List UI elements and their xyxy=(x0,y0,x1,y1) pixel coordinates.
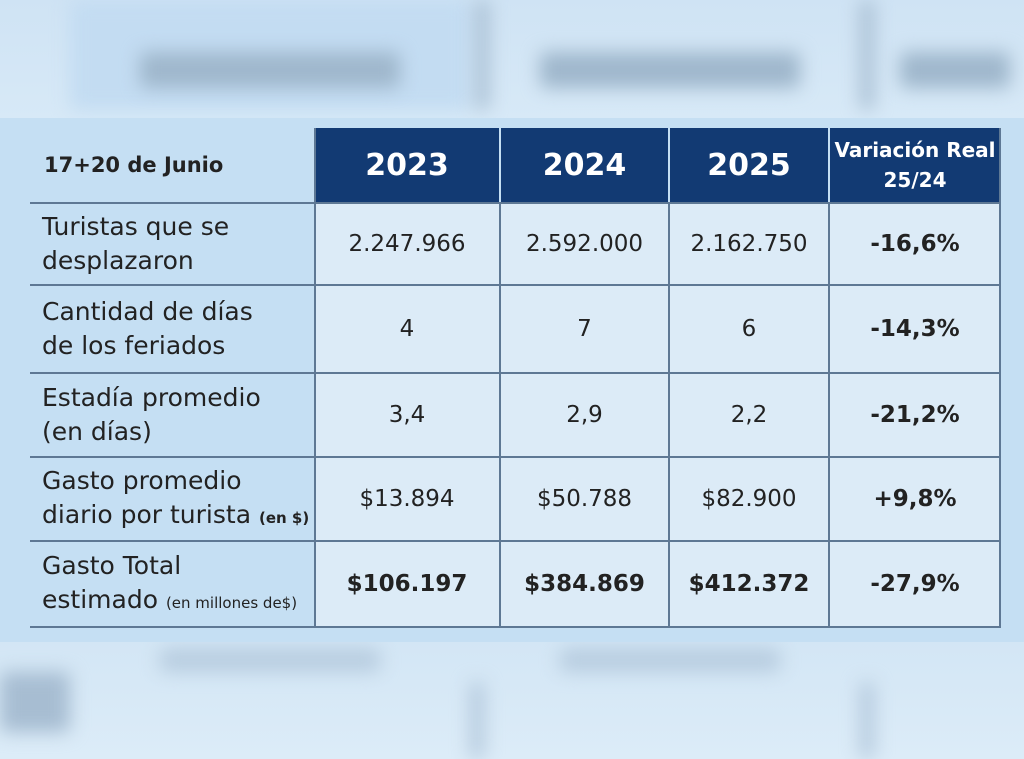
label-line2: (en días) xyxy=(42,417,152,446)
row-label-gasto-promedio: Gasto promedio diario por turista (en $) xyxy=(30,458,315,540)
label-unit: (en $) xyxy=(258,508,310,527)
cell-gasto-promedio-2025: $82.900 xyxy=(701,486,797,512)
cell-dias-2024: 7 xyxy=(577,316,592,342)
label-line2: desplazaron xyxy=(42,246,194,275)
header-year-2025: 2025 xyxy=(670,128,828,202)
grid-line xyxy=(30,202,1000,204)
grid-line xyxy=(30,284,1000,286)
header-year-2024: 2024 xyxy=(501,128,668,202)
cell-turistas-variation: -16,6% xyxy=(870,231,960,257)
grid-line xyxy=(30,626,1000,628)
header-variation-line2: 25/24 xyxy=(883,168,947,192)
table-body-bg xyxy=(315,202,1000,628)
label-line1: Gasto promedio xyxy=(42,465,242,495)
cell-dias-2025: 6 xyxy=(741,316,757,342)
cell-estadia-2024: 2,9 xyxy=(566,402,603,428)
row-label-dias-feriados: Cantidad de días de los feriados xyxy=(30,286,315,372)
header-corner: 17+20 de Junio xyxy=(44,153,224,177)
grid-line xyxy=(30,372,1000,374)
grid-line xyxy=(668,202,670,628)
cell-gasto-promedio-variation: +9,8% xyxy=(873,486,957,512)
blurred-background-top xyxy=(0,0,1024,118)
grid-line xyxy=(30,456,1000,458)
cell-gasto-total-2024: $384.869 xyxy=(524,571,645,597)
cell-turistas-2023: 2.247.966 xyxy=(348,231,466,257)
blurred-background-bottom xyxy=(0,642,1024,759)
label-line1: Turistas que se xyxy=(42,212,230,241)
label-line2: diario por turista xyxy=(42,499,252,529)
cell-estadia-2023: 3,4 xyxy=(388,402,426,428)
header-variation: Variación Real 25/24 xyxy=(830,128,1000,202)
grid-line xyxy=(314,128,316,628)
cell-turistas-2024: 2.592.000 xyxy=(525,231,644,257)
cell-gasto-promedio-2024: $50.788 xyxy=(536,486,633,512)
cell-gasto-total-variation: -27,9% xyxy=(870,571,960,597)
label-line2: estimado xyxy=(42,584,158,614)
cell-turistas-2025: 2.162.750 xyxy=(690,231,808,257)
cell-gasto-promedio-2023: $13.894 xyxy=(359,486,455,512)
grid-line xyxy=(30,540,1000,542)
grid-line xyxy=(828,202,830,628)
cell-estadia-2025: 2,2 xyxy=(730,402,768,428)
row-label-gasto-total: Gasto Total estimado (en millones de$) xyxy=(30,542,315,626)
header-variation-line1: Variación Real xyxy=(834,138,996,162)
label-unit: (en millones de$) xyxy=(165,593,298,612)
label-line1: Estadía promedio xyxy=(42,383,261,412)
header-year-2023: 2023 xyxy=(315,128,499,202)
grid-line xyxy=(499,202,501,628)
cell-gasto-total-2023: $106.197 xyxy=(346,571,468,597)
cell-dias-2023: 4 xyxy=(399,316,415,342)
label-line2: de los feriados xyxy=(42,331,226,360)
cell-dias-variation: -14,3% xyxy=(870,316,960,342)
label-line1: Gasto Total xyxy=(42,550,182,580)
row-label-estadia: Estadía promedio (en días) xyxy=(30,374,315,456)
grid-line xyxy=(999,128,1001,628)
label-line1: Cantidad de días xyxy=(42,297,253,326)
cell-gasto-total-2025: $412.372 xyxy=(688,571,810,597)
cell-estadia-variation: -21,2% xyxy=(870,402,960,428)
row-label-turistas: Turistas que se desplazaron xyxy=(30,204,315,284)
tourism-table: 17+20 de Junio 2023 2024 2025 Variación … xyxy=(30,128,1001,628)
